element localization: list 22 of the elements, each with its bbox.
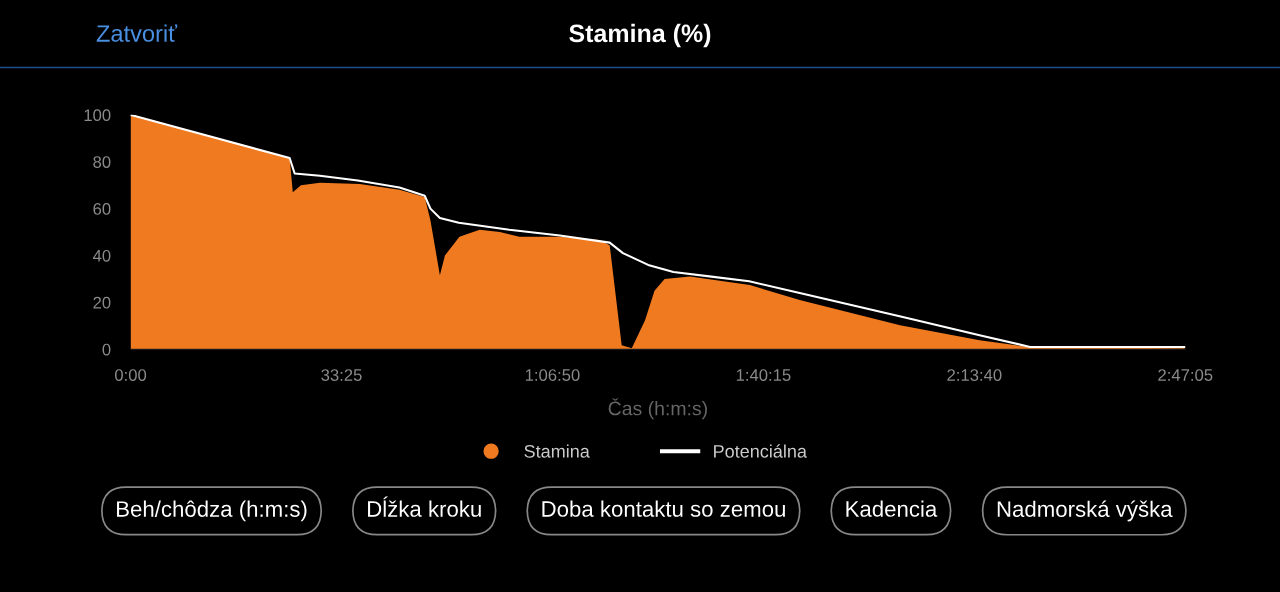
- legend-label: Stamina: [524, 444, 590, 458]
- y-tick-label: 60: [93, 203, 111, 215]
- y-tick-label: 100: [84, 109, 111, 122]
- x-tick-label: 1:40:15: [736, 369, 791, 381]
- x-axis-title: Čas (h:m:s): [608, 398, 707, 420]
- text: Beh/chôdza (h:m:s): [117, 500, 307, 522]
- chart-title: Stamina (%): [569, 23, 711, 48]
- y-tick-label: 20: [93, 296, 111, 309]
- y-tick-label: 40: [92, 249, 111, 262]
- x-tick-label: 33:25: [321, 369, 362, 381]
- x-tick-label: 2:47:05: [1158, 369, 1213, 381]
- y-tick-label: 0: [102, 343, 111, 356]
- x-tick-label: 1:06:50: [525, 369, 580, 381]
- text: Doba kontaktu so zemou: [542, 500, 785, 517]
- text: Dĺžka kroku: [368, 496, 481, 517]
- text: Kadencia: [846, 500, 938, 517]
- x-tick-label: 0:00: [114, 369, 147, 381]
- legend-label: Potenciálna: [714, 444, 807, 458]
- x-tick-label: 2:13:40: [947, 369, 1002, 381]
- text: Zatvoriť: [96, 24, 178, 42]
- text: Nadmorská výška: [997, 500, 1173, 522]
- y-tick-label: 80: [93, 156, 111, 168]
